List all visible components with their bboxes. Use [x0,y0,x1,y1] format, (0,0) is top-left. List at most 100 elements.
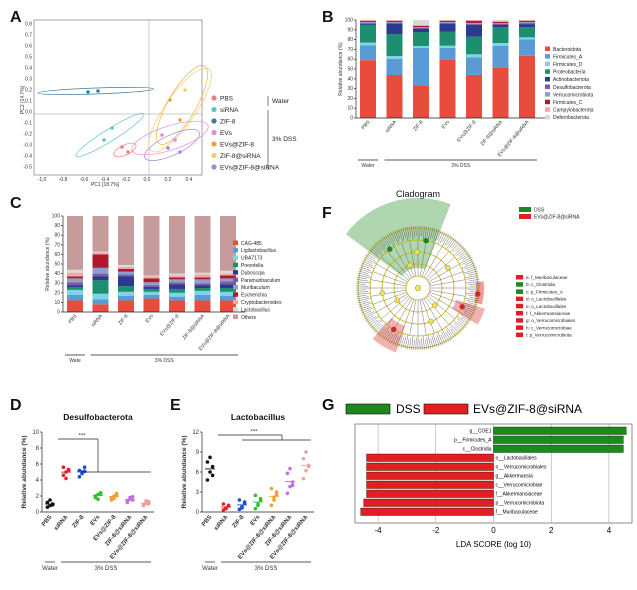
data-point [302,457,306,461]
legend-swatch [545,92,550,97]
bar-segment [67,278,83,282]
legend-swatch [545,47,550,52]
bar-segment [93,294,109,300]
clado-item-swatch [516,333,523,338]
pca-y-tick: 0.3 [25,77,32,83]
bar-segment [440,21,456,22]
bar-segment [118,276,134,286]
bar-segment [493,43,509,46]
y-tick-label: 12 [192,430,199,436]
legend-label: Firmicutes_A [553,54,583,60]
y-tick-label: 6 [196,470,200,476]
bar-segment [118,300,134,312]
bar-segment [169,282,185,284]
panel-label-f: F [322,205,332,222]
data-point [243,500,247,504]
y-tick-label: 4 [36,478,40,484]
legend-swatch [233,285,238,290]
bar-segment [67,216,83,270]
pca-point [126,150,130,154]
legend-swatch [545,54,550,59]
y-tick-label: 10 [347,106,353,112]
tree-branch [410,300,416,335]
bar-segment [118,272,134,275]
y-tick-label: 3 [196,490,200,496]
bar-segment [93,274,109,277]
bar-segment [144,278,160,282]
y-tick-label: 8 [36,446,40,452]
legend-swatch [233,248,238,253]
data-point [270,487,274,491]
bar-segment [413,32,429,46]
bar-segment [387,23,403,24]
x-tick-label: PBS [360,119,371,131]
clado-item-label: i: p_Verrucomicrobiota [526,333,572,338]
bar-segment [493,27,509,43]
bar-segment [387,24,403,34]
data-point [96,497,100,501]
pca-ellipses [38,59,221,167]
y-axis-label: Relative abundance (%) [21,436,28,509]
y-tick-label: 50 [347,67,353,73]
y-tick-label: 10 [54,300,60,306]
bar-segment [413,25,429,26]
bar-segment [118,265,134,267]
tree-node [460,304,465,309]
clado-item-label: c: p_Firmicutes_A [526,289,564,294]
bar-segment [519,24,535,27]
bar-segment [169,216,185,274]
dss-label: 3% DSS [95,566,118,572]
data-point [291,484,295,488]
bar-segment [169,276,185,278]
tree-root [415,285,421,291]
legend-swatch [545,77,550,82]
lda-feature-label: f__Akkermansiaceae [496,492,543,498]
pca-x-tick: 0.0 [144,177,151,183]
pca-legend-label: EVs [220,130,233,137]
bar-segment [466,23,482,24]
x-tick-label: siRNA [213,514,230,532]
bar-segment [440,32,456,46]
y-tick-label: 0 [57,310,60,316]
bar-segment [493,20,509,21]
bar-segment [67,285,83,287]
y-tick-label: 0 [350,116,353,122]
bar-segment [118,269,134,272]
bar-segment [67,287,83,290]
bar-segment [169,289,185,293]
bar-segment [195,216,211,273]
bar-segment [144,276,160,277]
bar-segment [144,287,160,289]
bar-segment [93,216,109,252]
clado-item-swatch [516,325,523,330]
bar-segment [493,24,509,25]
legend-label: Lactobacillus [241,307,270,313]
pca-point [160,133,164,137]
pca-y-tick: -0.5 [23,165,32,171]
legend-swatch [233,263,238,268]
tree-node [414,249,419,254]
legend-swatch [545,69,550,74]
legend-label: CAG-485 [241,241,262,247]
bar-segment [144,289,160,292]
bar-segment [169,277,185,279]
pca-dss-label: 3% DSS [272,136,297,143]
cladogram-tree [346,198,485,352]
y-tick-label: 90 [54,223,60,229]
lda-bar [494,427,627,435]
pca-point [110,126,114,130]
bar-segment [195,277,211,279]
bar-segment [360,25,376,43]
y-tick-label: 90 [347,27,353,33]
pca-y-tick: 0.6 [25,44,32,50]
panel-label-d: D [10,397,22,414]
bar-segment [360,23,376,24]
pca-legend-swatch [211,153,216,158]
y-tick-label: 40 [54,271,60,277]
bar-segment [466,21,482,23]
data-point [62,465,66,469]
bar-segment [466,37,482,55]
